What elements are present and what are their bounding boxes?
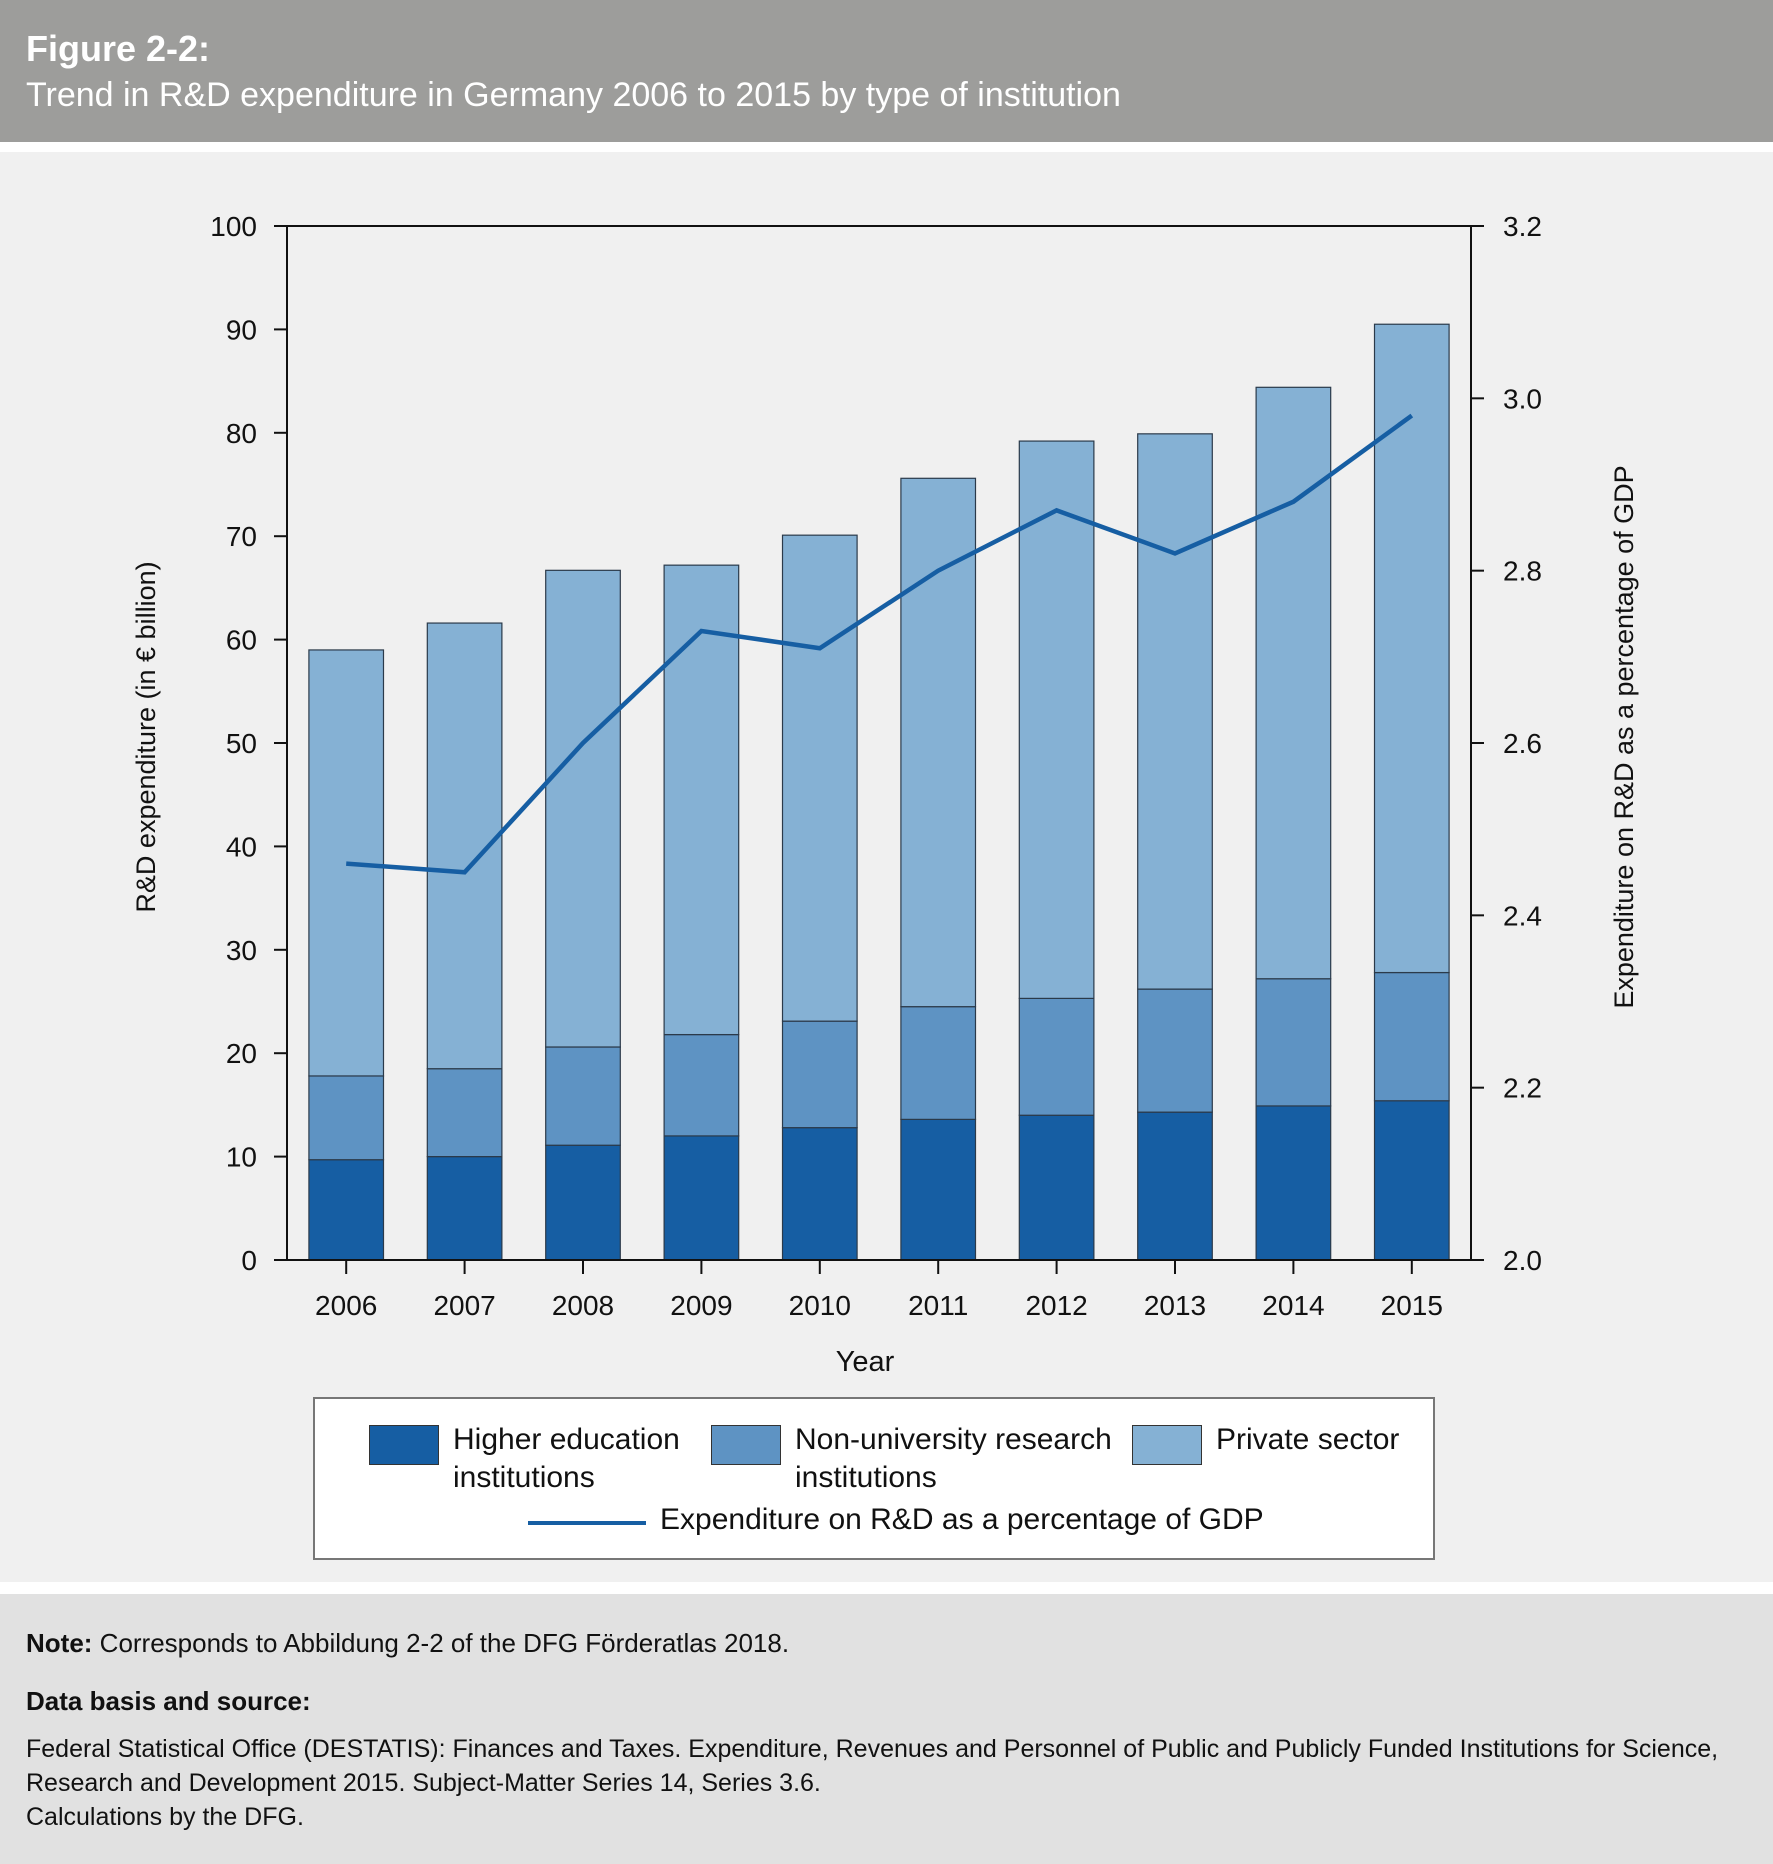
bar-private-sector-2008 — [545, 569, 621, 1048]
legend-label: Expenditure on R&D as a percentage of GD… — [660, 1503, 1264, 1536]
legend-item-gdp-line: Expenditure on R&D as a percentage of GD… — [528, 1501, 1264, 1539]
chart-area: 2006 2007 2008 2009 2010 2011 2012 2013 2014 2015… — [0, 152, 1773, 1582]
y-tick-label: 10 — [226, 1142, 257, 1173]
x-tick-label: 2009 — [670, 1290, 732, 1321]
bar-non-university-2010 — [781, 1020, 858, 1129]
figure-title: Trend in R&D expenditure in Germany 2006… — [26, 76, 1121, 114]
y-tick-label: 50 — [226, 728, 257, 759]
legend-label: institutions — [795, 1461, 937, 1494]
separator — [0, 142, 1773, 152]
bar-private-sector-2012 — [1018, 440, 1095, 999]
bar-private-sector-2006 — [308, 649, 385, 1077]
line-group — [346, 413, 1414, 875]
bar-private-sector-2014 — [1255, 386, 1332, 980]
bars-group — [308, 323, 1450, 1261]
x-tick-label: 2011 — [908, 1290, 968, 1321]
legend-label: institutions — [453, 1461, 595, 1494]
legend-swatch-non-university — [711, 1425, 781, 1465]
bar-higher-education-2013 — [1137, 1111, 1213, 1261]
bar-higher-education-2011 — [900, 1118, 977, 1261]
legend-swatch-private-sector — [1132, 1425, 1202, 1465]
y2-tick-label: 3.0 — [1503, 383, 1542, 414]
gdp-share-line — [346, 413, 1414, 875]
bar-private-sector-2013 — [1137, 433, 1213, 990]
bar-non-university-2012 — [1018, 997, 1095, 1116]
y-tick-label: 30 — [226, 935, 257, 966]
y-tick-label: 80 — [226, 418, 257, 449]
legend-item-higher-education: Higher education institutions — [369, 1421, 680, 1497]
y2-tick-label: 2.0 — [1503, 1245, 1542, 1276]
bar-higher-education-2007 — [426, 1155, 503, 1261]
source-line: Calculations by the DFG. — [26, 1803, 304, 1831]
bar-higher-education-2014 — [1255, 1105, 1332, 1261]
legend-label: Private sector — [1216, 1423, 1400, 1456]
figure-header: Figure 2-2: Trend in R&D expenditure in … — [0, 0, 1773, 142]
separator — [0, 1582, 1773, 1594]
bar-private-sector-2009 — [663, 564, 740, 1036]
x-tick-label: 2007 — [433, 1290, 495, 1321]
y2-tick-label: 2.2 — [1503, 1073, 1542, 1104]
bar-non-university-2008 — [545, 1046, 621, 1146]
y-axis-label: R&D expenditure (in € billion) — [131, 561, 161, 912]
y-tick-label: 100 — [210, 211, 257, 242]
bar-private-sector-2010 — [781, 534, 858, 1022]
y-tick-label: 20 — [226, 1038, 257, 1069]
notes-section: Note: Corresponds to Abbildung 2-2 of th… — [0, 1594, 1773, 1864]
bar-non-university-2015 — [1373, 971, 1450, 1102]
y-tick-label: 40 — [226, 831, 257, 862]
legend-label: Higher education — [453, 1423, 680, 1456]
bar-non-university-2009 — [663, 1033, 740, 1137]
note-label: Note: — [26, 1628, 93, 1658]
legend-line-gdp — [528, 1521, 646, 1525]
x-tick-label: 2006 — [315, 1290, 377, 1321]
x-tick-label: 2015 — [1381, 1290, 1443, 1321]
bar-higher-education-2009 — [663, 1135, 740, 1261]
y2-tick-label: 3.2 — [1503, 211, 1542, 242]
bar-higher-education-2012 — [1018, 1114, 1095, 1261]
legend: Higher education institutions Non-univers… — [313, 1397, 1435, 1560]
y2-tick-label: 2.6 — [1503, 728, 1542, 759]
bar-non-university-2013 — [1137, 988, 1213, 1113]
bar-non-university-2007 — [426, 1068, 503, 1158]
figure-label: Figure 2-2: — [26, 28, 211, 69]
bar-non-university-2011 — [900, 1006, 977, 1120]
source-line: Research and Development 2015. Subject-M… — [26, 1769, 821, 1797]
source-line: Federal Statistical Office (DESTATIS): F… — [26, 1735, 1719, 1763]
y-tick-label: 0 — [241, 1245, 257, 1276]
source-heading: Data basis and source: — [26, 1686, 311, 1716]
bar-private-sector-2015 — [1373, 323, 1450, 974]
bar-private-sector-2011 — [900, 477, 977, 1008]
axes-group: 2006 2007 2008 2009 2010 2011 2012 2013 2014 2015… — [210, 211, 1542, 1321]
legend-item-private-sector: Private sector — [1132, 1421, 1399, 1465]
x-tick-label: 2012 — [1025, 1290, 1087, 1321]
chart-svg: 2006 2007 2008 2009 2010 2011 2012 2013 2014 2015… — [131, 211, 1639, 1378]
bar-non-university-2014 — [1255, 978, 1332, 1107]
y2-axis-label: Expenditure on R&D as a percentage of GD… — [1609, 465, 1639, 1008]
y-tick-label: 60 — [226, 625, 257, 656]
bar-higher-education-2006 — [308, 1159, 385, 1261]
note: Note: Corresponds to Abbildung 2-2 of th… — [26, 1628, 789, 1659]
legend-swatch-higher-education — [369, 1425, 439, 1465]
bar-higher-education-2008 — [545, 1144, 621, 1261]
source-text: Federal Statistical Office (DESTATIS): F… — [26, 1732, 1746, 1834]
y-tick-label: 70 — [226, 521, 257, 552]
x-axis-label: Year — [836, 1346, 895, 1378]
y2-tick-label: 2.4 — [1503, 900, 1542, 931]
y2-tick-label: 2.8 — [1503, 556, 1542, 587]
legend-item-non-university: Non-university research institutions — [711, 1421, 1112, 1497]
x-tick-label: 2013 — [1144, 1290, 1206, 1321]
x-tick-label: 2014 — [1262, 1290, 1324, 1321]
y-tick-label: 90 — [226, 314, 257, 345]
legend-label: Non-university research — [795, 1423, 1112, 1456]
note-text: Corresponds to Abbildung 2-2 of the DFG … — [92, 1628, 790, 1658]
bar-higher-education-2015 — [1373, 1100, 1450, 1261]
bar-non-university-2006 — [308, 1075, 385, 1161]
x-tick-label: 2010 — [789, 1290, 851, 1321]
x-tick-label: 2008 — [552, 1290, 614, 1321]
bar-higher-education-2010 — [781, 1127, 858, 1261]
